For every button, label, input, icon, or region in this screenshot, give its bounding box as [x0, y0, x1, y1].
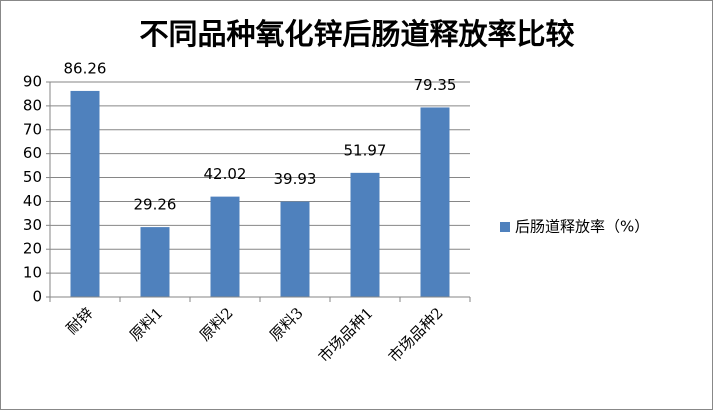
y-tick-label: 10	[23, 264, 42, 282]
y-tick-label: 40	[23, 192, 42, 210]
value-label: 51.97	[344, 141, 387, 159]
value-label: 39.93	[274, 170, 317, 188]
value-label: 86.26	[64, 59, 107, 77]
y-tick-label: 30	[23, 216, 42, 234]
value-label: 29.26	[134, 196, 177, 214]
legend-label: 后肠道释放率（%）	[515, 218, 649, 236]
y-tick-label: 60	[23, 144, 42, 162]
legend-marker	[500, 222, 510, 232]
value-label: 42.02	[204, 165, 247, 183]
bar	[280, 201, 310, 297]
bar	[140, 227, 170, 297]
y-tick-label: 50	[23, 168, 42, 186]
chart-title: 不同品种氧化锌后肠道释放率比较	[139, 17, 574, 51]
value-label: 79.35	[414, 76, 457, 94]
y-tick-label: 80	[23, 96, 42, 114]
bar	[70, 90, 100, 297]
y-tick-label: 70	[23, 120, 42, 138]
bar	[420, 107, 450, 297]
y-tick-label: 20	[23, 240, 42, 258]
y-tick-label: 90	[23, 73, 42, 91]
bar	[350, 172, 380, 297]
bar	[210, 196, 240, 297]
y-tick-label: 0	[32, 288, 42, 306]
